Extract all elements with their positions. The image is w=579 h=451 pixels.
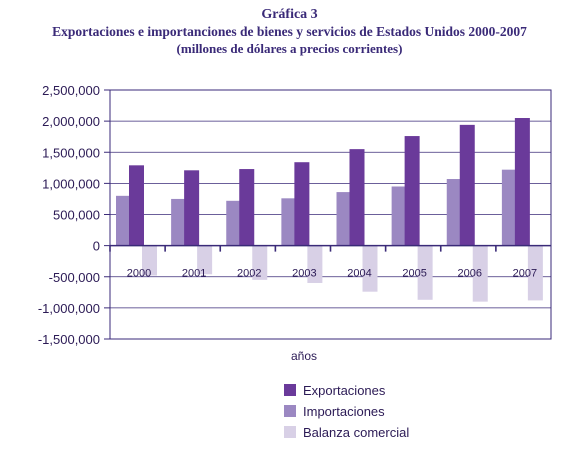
y-tick-label: 0 [93,239,100,254]
bar-balanza-comercial-2002 [252,245,268,280]
bar-balanza-comercial-2001 [197,245,213,275]
x-axis-label: años [291,349,317,363]
bars [116,118,543,302]
y-tick-label: 500,000 [53,208,100,223]
x-tick-label: 2003 [292,268,316,280]
bar-exportaciones-2006 [459,124,475,246]
bar-balanza-comercial-2000 [142,245,157,276]
legend-swatch-balanza-comercial [284,426,296,438]
y-tick-label: 2,500,000 [42,83,100,98]
bar-balanza-comercial-2004 [362,245,378,292]
bar-importaciones-2004 [336,192,352,246]
chart-titles: Gráfica 3 Exportaciones e importanciones… [0,6,579,57]
legend-label-balanza-comercial: Balanza comercial [303,425,409,440]
bar-importaciones-2001 [171,198,187,246]
bar-importaciones-2007 [501,169,517,246]
y-tick-label: -1,000,000 [38,301,100,316]
bar-balanza-comercial-2006 [472,245,488,302]
legend-swatch-importaciones [284,405,296,417]
x-tick-label: 2001 [182,268,206,280]
bar-exportaciones-2007 [514,118,530,246]
legend: Exportaciones Importaciones Balanza comerc… [284,383,409,440]
chart-title: Gráfica 3 [261,7,318,22]
bar-importaciones-2000 [116,195,131,246]
bar-balanza-comercial-2005 [417,245,433,300]
y-tick-label: -1,500,000 [38,332,100,347]
x-tick-label: 2005 [402,268,426,280]
bar-balanza-comercial-2003 [307,245,323,283]
chart-subtitle: Exportaciones e importanciones de bienes… [52,24,527,39]
bar-importaciones-2006 [446,179,462,246]
legend-swatch-exportaciones [284,384,296,396]
y-tick-label: 1,000,000 [42,176,100,191]
y-axis-ticks: 2,500,000 2,000,000 1,500,000 1,000,000 500,… [38,83,110,347]
bar-importaciones-2003 [281,198,297,246]
x-tick-label: 2004 [347,268,371,280]
x-tick-label: 2000 [127,268,151,280]
bar-exportaciones-2000 [129,165,144,246]
bar-importaciones-2002 [226,200,242,246]
bar-exportaciones-2004 [349,149,365,246]
chart-units: (millones de dólares a precios corriente… [176,41,403,56]
bar-exportaciones-2002 [239,169,255,246]
x-tick-label: 2007 [513,268,537,280]
x-tick-label: 2006 [458,268,482,280]
bar-exportaciones-2001 [184,170,200,246]
y-tick-label: 2,000,000 [42,114,100,129]
bar-exportaciones-2003 [294,162,310,246]
y-tick-label: 1,500,000 [42,145,100,160]
bar-balanza-comercial-2007 [527,245,543,301]
legend-label-exportaciones: Exportaciones [303,383,386,398]
bar-importaciones-2005 [391,186,407,246]
bar-exportaciones-2005 [404,136,420,246]
legend-label-importaciones: Importaciones [303,404,385,419]
x-tick-label: 2002 [237,268,261,280]
y-tick-label: -500,000 [49,270,100,285]
x-axis-ticks: 2000 2001 2002 2003 2004 2005 2006 2007 [109,245,537,280]
